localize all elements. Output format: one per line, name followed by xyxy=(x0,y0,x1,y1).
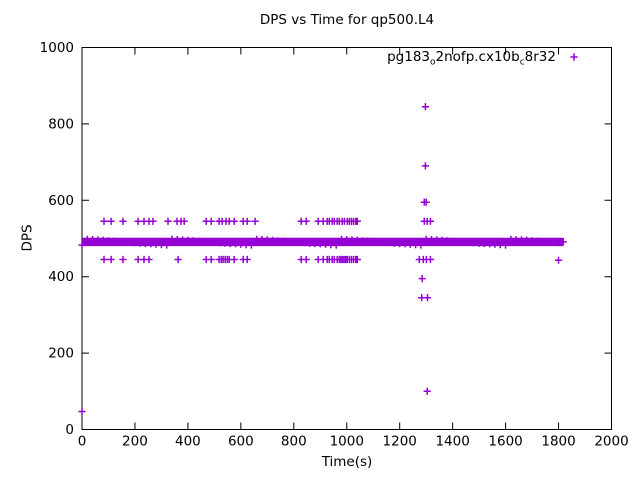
legend-label-text: pg183 xyxy=(387,49,431,65)
axis-ticks xyxy=(81,47,612,430)
y-tick-label: 400 xyxy=(48,269,74,285)
dense-band xyxy=(82,237,564,247)
legend-sample-marker xyxy=(570,53,578,61)
y-tick-label: 800 xyxy=(48,116,74,132)
data-points xyxy=(78,103,567,416)
y-tick-label: 1000 xyxy=(40,40,74,56)
x-tick-label: 0 xyxy=(78,434,87,450)
legend-label-text: 8r32 xyxy=(524,49,556,65)
x-tick-label: 1400 xyxy=(435,434,469,450)
legend-series-label: pg183o2nofp.cx10bc8r32 xyxy=(387,49,556,68)
legend-label-subscript: c xyxy=(519,57,525,68)
y-tick-label: 600 xyxy=(48,193,74,209)
x-tick-label: 1800 xyxy=(541,434,575,450)
y-tick-label: 200 xyxy=(48,346,74,362)
x-tick-label: 2000 xyxy=(594,434,628,450)
x-tick-label: 1200 xyxy=(383,434,417,450)
x-tick-label: 400 xyxy=(175,434,201,450)
x-tick-label: 800 xyxy=(281,434,307,450)
legend-label-subscript: o xyxy=(430,57,436,68)
legend: pg183o2nofp.cx10bc8r32 xyxy=(387,49,556,68)
x-tick-label: 1000 xyxy=(330,434,364,450)
x-tick-label: 600 xyxy=(228,434,254,450)
legend-label-text: 2nofp.cx10b xyxy=(435,49,520,65)
chart-title: DPS vs Time for qp500.L4 xyxy=(259,12,435,28)
x-tick-label: 1600 xyxy=(488,434,522,450)
x-tick-label: 200 xyxy=(122,434,148,450)
y-tick-label: 0 xyxy=(65,422,74,438)
x-axis-label: Time(s) xyxy=(321,454,373,470)
